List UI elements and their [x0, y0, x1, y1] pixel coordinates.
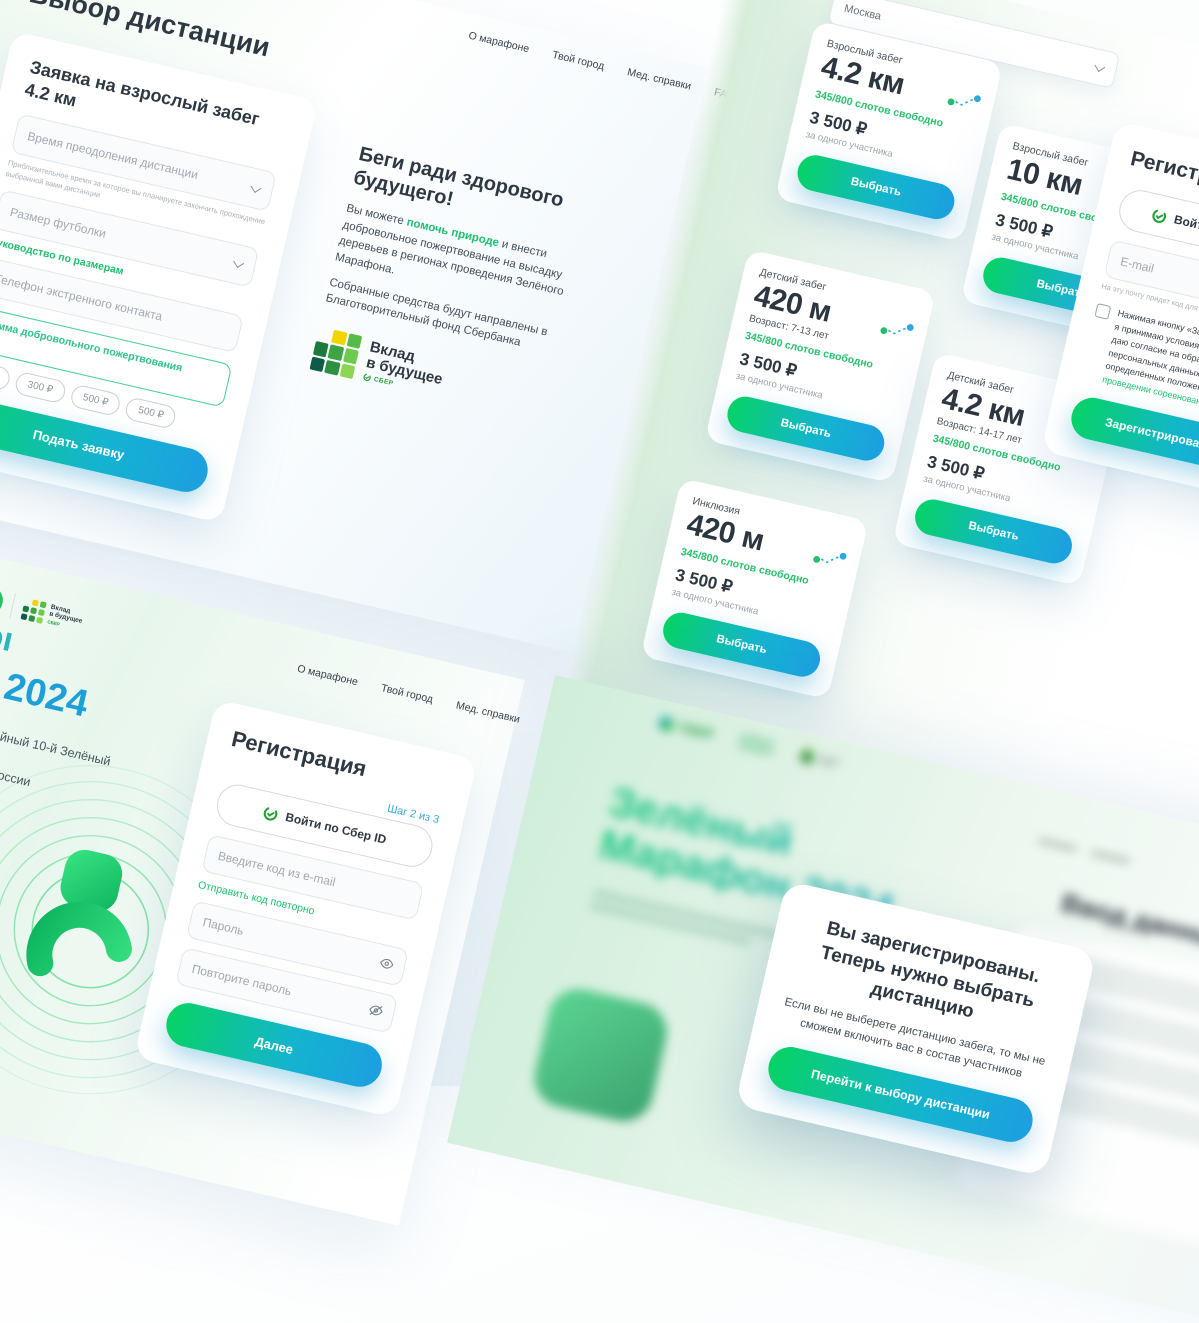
hero-year: 2024 — [0, 665, 93, 726]
hero-graphic-placeholder — [528, 983, 673, 1127]
sber-circle-icon — [657, 715, 676, 734]
distance-card: Инклюзия 420 м 345/800 слотов свободно 3… — [640, 477, 869, 699]
signup-panel: Регистрация Войти по Сбер ID На эту почт… — [1040, 120, 1199, 505]
sber-id-button-label: Войти по Сбер ID — [284, 809, 388, 847]
screen-distance-cards: Москва Взрослый забег 4.2 км 345/800 сло… — [459, 0, 1199, 853]
sber-id-button-label: Войти по Сбер ID — [1172, 212, 1199, 249]
distance-card: Взрослый забег 4.2 км 345/800 слотов сво… — [774, 20, 1004, 242]
nav-city[interactable]: Твой город — [379, 682, 435, 706]
fund-logo: Вклад в будущее СБЕР — [309, 326, 551, 422]
sber-id-button[interactable]: Войти по Сбер ID — [212, 780, 437, 871]
divider — [9, 593, 17, 619]
terms-checkbox[interactable] — [1094, 303, 1112, 321]
password-field — [186, 900, 409, 987]
marathon-wordmark: зелёный марафон — [737, 731, 777, 757]
donation-pill[interactable]: 200 ₽ — [0, 357, 12, 392]
sber-logo: СБЕР — [657, 715, 715, 742]
route-icon — [880, 324, 914, 335]
fund-mosaic-icon — [309, 326, 363, 380]
heart-icon — [797, 746, 817, 767]
nav-about[interactable]: О марафоне — [467, 29, 531, 56]
donation-pill[interactable]: 500 ₽ — [68, 383, 123, 417]
marathon-logo-icon — [0, 582, 6, 619]
donation-pill[interactable]: 500 ₽ — [124, 395, 178, 430]
tshirt-size-placeholder: Размер футболки — [8, 204, 108, 241]
screen-registration: Вклад в будущее СБЕР О марафоне Твой гор… — [0, 545, 565, 1226]
nav-about[interactable]: О марафоне — [296, 662, 360, 689]
heart-logo — [797, 746, 841, 771]
nav-med[interactable]: Мед. справки — [454, 699, 521, 726]
sber-check-icon — [263, 806, 278, 821]
application-form-card: Заявка на взрослый забег 4.2 км Время пр… — [0, 31, 318, 523]
registration-form-card: Регистрация Шаг 2 из 3 Войти по Сбер ID … — [133, 699, 478, 1118]
route-icon — [813, 552, 847, 563]
chevron-down-icon — [250, 181, 262, 193]
eye-icon[interactable] — [378, 955, 396, 973]
distance-card: Детский забег 420 м Возраст: 7-13 лет 34… — [704, 249, 936, 483]
nav-placeholder — [1037, 837, 1131, 865]
sber-wordmark: СБЕР — [676, 719, 716, 743]
nav-city[interactable]: Твой город — [551, 48, 606, 73]
promo-block: Беги ради здорового будущего! Вы можете … — [309, 142, 593, 423]
route-icon — [947, 95, 981, 106]
city-select-value: Москва — [842, 2, 883, 23]
fund-mosaic-icon — [20, 598, 47, 624]
sber-check-icon — [1152, 208, 1167, 223]
fund-logo: Вклад в будущее СБЕР — [20, 598, 84, 633]
password-repeat-field — [175, 947, 399, 1034]
donation-pill[interactable]: 300 ₽ — [13, 370, 68, 404]
sber-check-icon — [363, 373, 371, 382]
sber-id-button[interactable]: Войти по Сбер ID — [1115, 186, 1199, 271]
fund-brand: СБЕР — [373, 375, 395, 388]
chevron-down-icon — [1094, 60, 1106, 72]
eye-off-icon[interactable] — [367, 1002, 385, 1020]
screen-distance-application: О марафоне Твой город Мед. справки FAQ В… — [0, 0, 736, 653]
chevron-down-icon — [233, 256, 245, 269]
